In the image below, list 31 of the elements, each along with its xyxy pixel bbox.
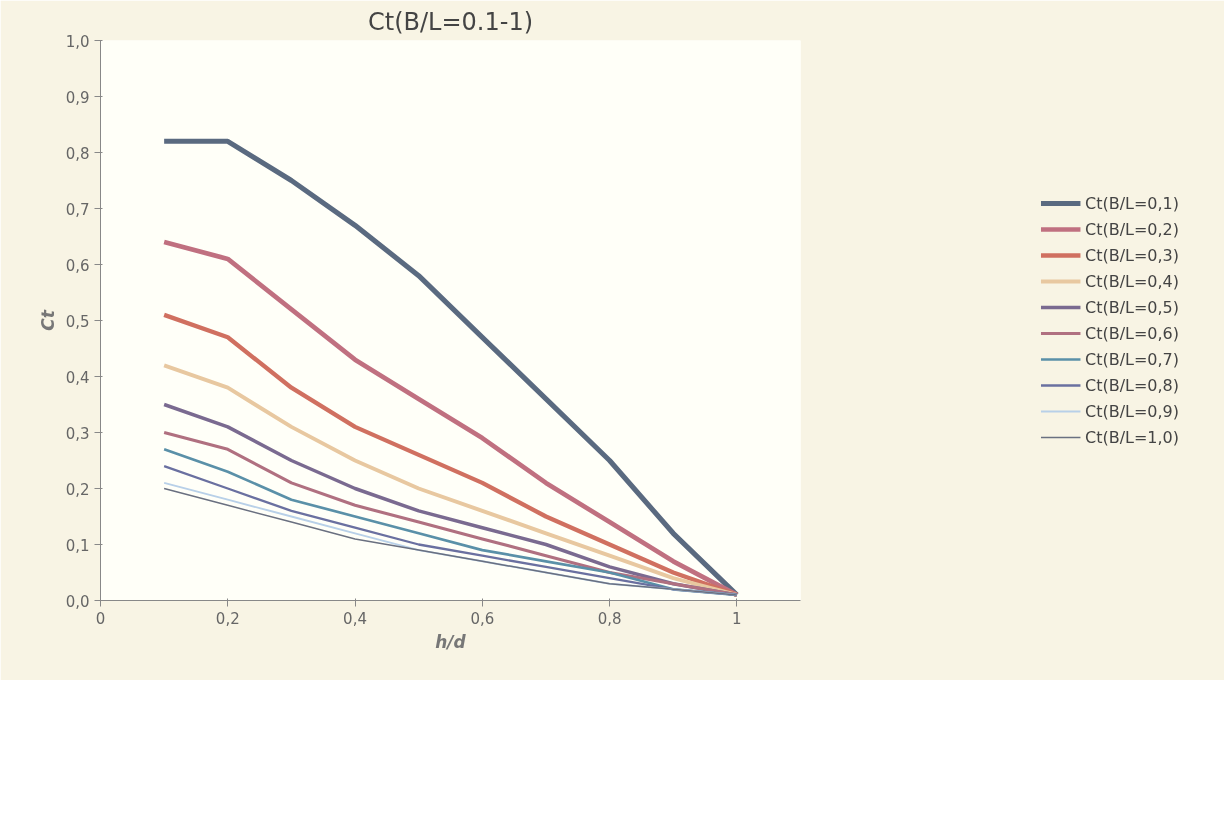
y-tick-label: 0,9 xyxy=(65,88,90,107)
legend-label: Ct(B/L=0,9) xyxy=(1084,401,1180,421)
y-tick-label: 0,0 xyxy=(65,592,90,611)
y-tick-label: 0,1 xyxy=(65,536,90,555)
x-tick-label: 0,4 xyxy=(343,609,367,628)
x-tick-label: 1 xyxy=(732,609,742,628)
legend-label: Ct(B/L=0,4) xyxy=(1084,271,1180,291)
legend-label: Ct(B/L=0,3) xyxy=(1084,245,1180,265)
line-series xyxy=(162,363,739,597)
y-tick-label: 0,7 xyxy=(65,200,90,219)
legend-label: Ct(B/L=0,1) xyxy=(1084,193,1180,213)
legend-label: Ct(B/L=1,0) xyxy=(1084,427,1180,447)
y-tick-label: 0,4 xyxy=(65,368,90,387)
y-tick-label: 0,5 xyxy=(65,312,90,331)
y-tick-label: 0,6 xyxy=(65,256,90,275)
legend-label: Ct(B/L=0,8) xyxy=(1084,375,1180,395)
x-tick-label: 0,2 xyxy=(215,609,240,628)
x-axis-title: h/d xyxy=(435,631,467,652)
y-tick-label: 0,3 xyxy=(65,424,90,443)
x-tick-label: 0 xyxy=(95,609,106,628)
y-axis-title: Ct xyxy=(37,309,58,331)
x-tick-label: 0,8 xyxy=(597,609,622,628)
chart-title: Ct(B/L=0.1-1) xyxy=(367,7,534,36)
legend-label: Ct(B/L=0,5) xyxy=(1084,297,1180,317)
y-tick-label: 0,2 xyxy=(65,480,90,499)
legend-label: Ct(B/L=0,6) xyxy=(1084,323,1180,343)
legend-label: Ct(B/L=0,2) xyxy=(1084,219,1180,239)
y-tick-label: 0,8 xyxy=(65,144,90,163)
legend-label: Ct(B/L=0,7) xyxy=(1084,349,1180,369)
x-tick-label: 0,6 xyxy=(470,609,495,628)
y-tick-label: 1,0 xyxy=(65,32,90,51)
